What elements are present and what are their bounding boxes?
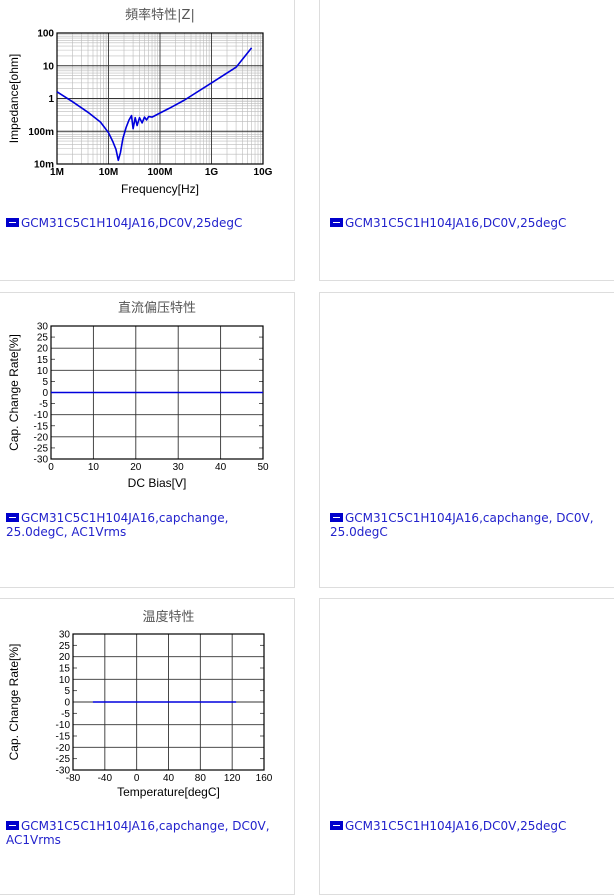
- y-tick-label: 10: [43, 61, 55, 72]
- x-axis-label: Frequency[Hz]: [121, 182, 199, 196]
- impedance-chart: 頻率特性|Z| 1M 10M 100M 1G 10G 10m 100m 1 10 100 Freque…: [7, 7, 273, 196]
- y-axis-label: Cap. Change Rate[%]: [7, 334, 21, 451]
- legend-swatch-icon: [6, 513, 19, 522]
- legend-swatch-icon: [6, 821, 19, 830]
- legend-label[interactable]: GCM31C5C1H104JA16,DC0V,25degC: [345, 819, 567, 833]
- x-tick-label: 40: [163, 773, 175, 784]
- y-tick-label: -30: [56, 766, 71, 777]
- legend-label[interactable]: GCM31C5C1H104JA16,DC0V,25degC: [345, 216, 567, 230]
- y-tick-label: -5: [61, 709, 70, 720]
- legend-ac-voltage[interactable]: GCM31C5C1H104JA16,capchange, DC0V, 25.0d…: [330, 511, 610, 539]
- y-tick-label: 5: [42, 377, 48, 388]
- x-tick-label: 10M: [99, 167, 118, 178]
- x-tick-label: -80: [66, 773, 81, 784]
- plot-frame: [56, 32, 264, 165]
- legend-swatch-icon: [330, 218, 343, 227]
- x-tick-label: 20: [130, 462, 142, 473]
- legend-s21[interactable]: GCM31C5C1H104JA16,DC0V,25degC: [330, 819, 610, 833]
- ac-voltage-chart: 交流电压特性00.40.81.21.62-30-25-20-15-10-5051…: [320, 293, 614, 499]
- y-tick-label: 10: [37, 366, 49, 377]
- y-tick-label: -5: [39, 399, 48, 410]
- x-tick-label: 0: [134, 773, 140, 784]
- chart-panel-ac-voltage: 交流电压特性00.40.81.21.62-30-25-20-15-10-5051…: [319, 292, 614, 588]
- chart-panel-temperature: 温度特性 -80 -40 0 40 80 120 160 -30 -25 -20 -15 -10 -5 0 5…: [0, 598, 295, 895]
- x-tick-label: 0: [48, 462, 54, 473]
- y-tick-label: 25: [59, 641, 71, 652]
- y-tick-label: -15: [56, 732, 71, 743]
- legend-swatch-icon: [330, 821, 343, 830]
- chart-panel-s21: S参数S211M10M100M1G10G-0.7-0.6-0.5-0.4-0.3…: [319, 598, 614, 895]
- legend-label[interactable]: GCM31C5C1H104JA16,capchange, DC0V, AC1Vr…: [6, 819, 270, 847]
- x-axis-label: DC Bias[V]: [128, 476, 187, 490]
- y-tick-label: 30: [37, 322, 49, 333]
- legend-resistance[interactable]: GCM31C5C1H104JA16,DC0V,25degC: [330, 216, 610, 230]
- x-tick-label: 120: [224, 773, 241, 784]
- x-tick-label: 1G: [205, 167, 219, 178]
- y-tick-label: 30: [59, 630, 71, 641]
- s21-chart: S参数S211M10M100M1G10G-0.7-0.6-0.5-0.4-0.3…: [320, 599, 614, 810]
- y-tick-label: -30: [34, 455, 49, 466]
- y-tick-label: 0: [64, 698, 70, 709]
- x-axis-label: Temperature[degC]: [117, 785, 220, 799]
- chart-title: 温度特性: [142, 609, 194, 625]
- legend-label[interactable]: GCM31C5C1H104JA16,DC0V,25degC: [21, 216, 243, 230]
- x-tick-label: 10G: [254, 167, 273, 178]
- chart-title: 頻率特性|Z|: [125, 7, 195, 23]
- chart-panel-resistance: 頻率特性R1M10M100M1G10G1m10m100m110Frequency…: [319, 0, 614, 281]
- x-tick-label: -40: [98, 773, 113, 784]
- legend-label[interactable]: GCM31C5C1H104JA16,capchange, 25.0degC, A…: [6, 511, 229, 539]
- y-tick-label: -25: [56, 754, 71, 765]
- y-tick-label: 25: [37, 333, 49, 344]
- x-tick-label: 100M: [147, 167, 172, 178]
- y-tick-label: -10: [34, 410, 49, 421]
- legend-swatch-icon: [330, 513, 343, 522]
- legend-temperature[interactable]: GCM31C5C1H104JA16,capchange, DC0V, AC1Vr…: [6, 819, 286, 847]
- y-tick-label: -20: [34, 432, 49, 443]
- y-tick-label: 0: [42, 388, 48, 399]
- chart-panel-dc-bias: 直流偏压特性 0 10 20 30 40 50 -30 -25 -20 -15 -10 -5 0 5 10 15…: [0, 292, 295, 588]
- y-tick-label: 1: [48, 94, 54, 105]
- y-tick-label: -25: [34, 443, 49, 454]
- y-tick-label: 10: [59, 675, 71, 686]
- x-tick-label: 80: [195, 773, 207, 784]
- y-tick-label: 10m: [34, 160, 54, 171]
- y-axis-label: Cap. Change Rate[%]: [7, 644, 21, 761]
- y-tick-label: 20: [37, 344, 49, 355]
- y-tick-label: 15: [59, 664, 71, 675]
- plot-frame: [72, 633, 265, 771]
- legend-label[interactable]: GCM31C5C1H104JA16,capchange, DC0V, 25.0d…: [330, 511, 594, 539]
- legend-swatch-icon: [6, 218, 19, 227]
- resistance-chart: 頻率特性R1M10M100M1G10G1m10m100m110Frequency…: [320, 0, 614, 204]
- y-tick-label: 100m: [28, 127, 54, 138]
- y-tick-label: 20: [59, 652, 71, 663]
- chart-title: 直流偏压特性: [118, 301, 196, 316]
- x-tick-label: 30: [173, 462, 185, 473]
- y-tick-label: 15: [37, 355, 49, 366]
- series-line: [56, 47, 253, 162]
- x-tick-label: 1M: [50, 167, 64, 178]
- x-tick-label: 40: [215, 462, 227, 473]
- legend-impedance[interactable]: GCM31C5C1H104JA16,DC0V,25degC: [6, 216, 286, 230]
- y-axis-label: Impedance[ohm]: [7, 54, 21, 143]
- y-tick-label: 5: [64, 686, 70, 697]
- y-tick-label: 100: [37, 29, 54, 40]
- x-tick-label: 50: [257, 462, 269, 473]
- y-tick-label: -20: [56, 743, 71, 754]
- y-tick-label: -15: [34, 421, 49, 432]
- legend-dc-bias[interactable]: GCM31C5C1H104JA16,capchange, 25.0degC, A…: [6, 511, 256, 539]
- x-tick-label: 160: [256, 773, 273, 784]
- y-tick-label: -10: [56, 720, 71, 731]
- chart-panel-impedance: 頻率特性|Z| 1M 10M 100M 1G 10G 10m 100m 1 10 100 Freque…: [0, 0, 295, 281]
- temperature-chart: 温度特性-80 -40 0 40 80 120 160-30-25-20-15-10-505…: [7, 609, 273, 799]
- x-tick-label: 10: [88, 462, 100, 473]
